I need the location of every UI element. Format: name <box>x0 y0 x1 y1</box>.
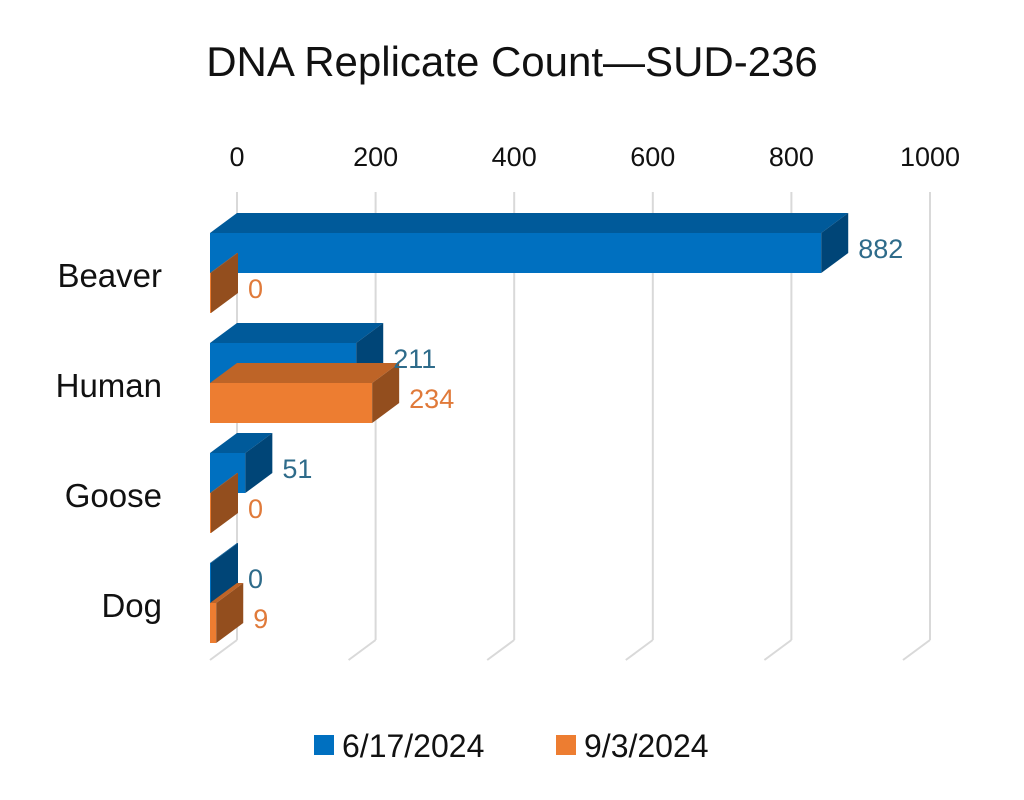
data-label-goose-series-2: 0 <box>248 494 263 524</box>
bar-front-face <box>210 383 373 423</box>
data-labels: 882 0 211 234 51 0 0 9 <box>248 234 903 634</box>
bar-side-face <box>216 583 244 643</box>
data-label-goose-series-1: 51 <box>282 454 312 484</box>
data-label-dog-series-1: 0 <box>248 564 263 594</box>
data-label-dog-series-2: 9 <box>253 604 268 634</box>
gridline-floor-5 <box>902 639 931 661</box>
bar-side-face <box>211 473 238 533</box>
data-label-beaver-series-2: 0 <box>248 274 263 304</box>
legend-label: 9/3/2024 <box>584 728 709 764</box>
legend-swatch <box>314 735 334 755</box>
bar-side-face <box>821 213 849 273</box>
bar-goose-series-2 <box>210 473 238 533</box>
legend: 6/17/2024 9/3/2024 <box>314 728 709 764</box>
x-tick-label-4: 800 <box>769 142 814 172</box>
bar-top-face <box>210 253 238 273</box>
bar-side-face <box>245 433 273 493</box>
x-tick-label-3: 600 <box>630 142 675 172</box>
bar-front-face <box>210 563 211 603</box>
bar-front-face <box>210 233 822 273</box>
bar-side-face <box>372 363 400 423</box>
category-label-human: Human <box>56 367 162 404</box>
gridline-floor-4 <box>763 639 792 661</box>
legend-item-2: 9/3/2024 <box>556 728 709 764</box>
category-label-beaver: Beaver <box>57 257 162 294</box>
bar-top-face <box>210 363 400 383</box>
x-tick-label-2: 400 <box>492 142 537 172</box>
data-label-beaver-series-1: 882 <box>858 234 903 264</box>
bar-front-face <box>210 493 211 533</box>
category-labels: Beaver Human Goose Dog <box>56 257 162 624</box>
x-axis-ticks: 0 200 400 600 800 1000 <box>229 142 960 172</box>
bar-top-face <box>210 323 384 343</box>
gridline-floor-0 <box>209 639 238 661</box>
legend-swatch <box>556 735 576 755</box>
category-label-goose: Goose <box>65 477 162 514</box>
x-tick-label-0: 0 <box>229 142 244 172</box>
bar-human-series-2 <box>210 363 400 423</box>
legend-item-1: 6/17/2024 <box>314 728 484 764</box>
bar-goose-series-1 <box>210 433 273 493</box>
bar-beaver-series-2 <box>210 253 238 313</box>
data-label-human-series-1: 211 <box>393 344 436 374</box>
bar-side-face <box>211 253 238 313</box>
gridline-floor-1 <box>348 639 377 661</box>
bar-top-face <box>210 473 238 493</box>
category-label-dog: Dog <box>101 587 162 624</box>
x-tick-label-5: 1000 <box>900 142 960 172</box>
x-tick-label-1: 200 <box>353 142 398 172</box>
bar-beaver-series-1 <box>210 213 849 273</box>
gridline-floor-3 <box>625 639 654 661</box>
bar-front-face <box>210 603 217 643</box>
bar-top-face <box>210 583 244 603</box>
bars <box>210 213 849 643</box>
bar-top-face <box>210 543 238 563</box>
bar-top-face <box>210 213 849 233</box>
data-label-human-series-2: 234 <box>409 384 454 414</box>
bar-front-face <box>210 273 211 313</box>
gridline-floor-2 <box>486 639 515 661</box>
legend-label: 6/17/2024 <box>342 728 484 764</box>
bar-dog-series-2 <box>210 583 244 643</box>
chart-title: DNA Replicate Count—SUD-236 <box>206 38 818 85</box>
bar-top-face <box>210 433 273 453</box>
